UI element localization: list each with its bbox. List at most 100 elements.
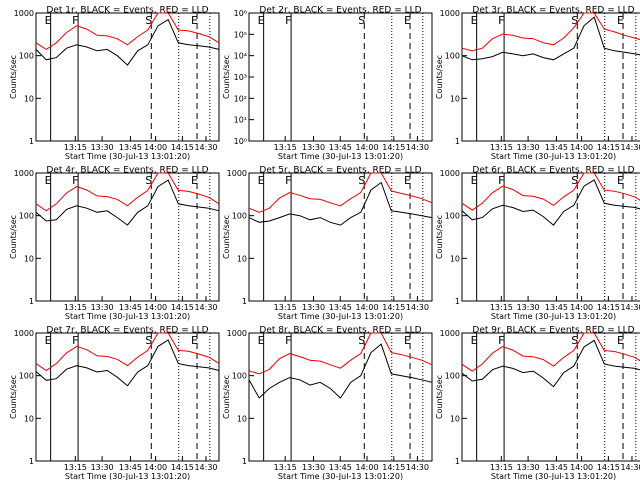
x-tick-label: 13:30 (517, 463, 540, 472)
y-tick-label: 10 (24, 414, 34, 423)
x-axis-label: Start Time (30-Jul-13 13:01:20) (491, 312, 616, 321)
y-tick-label: 100 (445, 52, 460, 61)
y-tick-label: 10⁰ (234, 137, 247, 146)
plot-frame (248, 12, 433, 142)
marker-letter: E (617, 14, 624, 27)
marker-letter: S (145, 334, 152, 347)
x-tick-label: 13:30 (302, 303, 325, 312)
marker-letter: S (358, 14, 365, 27)
x-tick-label: 14:30 (620, 303, 640, 312)
y-tick-label: 1 (455, 297, 460, 306)
marker-letter: E (617, 334, 624, 347)
panel-title: Det 5r, BLACK = Events, RED = LLD (259, 166, 421, 176)
y-tick-label: 100 (445, 372, 460, 381)
x-tick-label: 14:00 (144, 143, 167, 152)
plot-frame (461, 172, 640, 302)
panel-det-7: Det 7r, BLACK = Events, RED = LLD 1 10 100 1… (9, 326, 220, 480)
x-tick-label: 14:15 (171, 143, 194, 152)
marker-letter: S (358, 174, 365, 187)
y-tick-label: 1 (29, 137, 34, 146)
plot-frame (35, 12, 220, 142)
panel-title: Det 7r, BLACK = Events, RED = LLD (46, 326, 208, 336)
marker-letter: F (498, 14, 504, 27)
x-tick-label: 13:15 (64, 463, 87, 472)
x-tick-label: 13:30 (91, 143, 114, 152)
y-tick-label: 10¹ (234, 116, 247, 125)
y-tick-label: 100 (19, 52, 34, 61)
x-tick-label: 13:15 (274, 463, 297, 472)
x-tick-label: 14:30 (194, 303, 217, 312)
marker-letter: F (285, 14, 291, 27)
y-tick-label: 10⁴ (234, 52, 247, 61)
marker-letter: F (72, 14, 78, 27)
marker-letter: E (45, 14, 52, 27)
series-events-line (35, 18, 220, 66)
series-lld-line (35, 172, 220, 212)
marker-letter: S (145, 14, 152, 27)
y-tick-label: 1 (242, 457, 247, 466)
panel-title: Det 9r, BLACK = Events, RED = LLD (472, 326, 634, 336)
y-tick-label: 100 (19, 212, 34, 221)
series-events-line (35, 179, 220, 226)
y-axis-label: Counts/sec (222, 215, 231, 259)
x-tick-label: 13:30 (91, 463, 114, 472)
x-tick-label: 13:15 (490, 303, 513, 312)
x-tick-label: 13:45 (545, 143, 568, 152)
x-axis-label: Start Time (30-Jul-13 13:01:20) (491, 472, 616, 480)
x-tick-label: 14:30 (620, 143, 640, 152)
x-tick-label: 14:00 (356, 303, 379, 312)
x-axis-label: Start Time (30-Jul-13 13:01:20) (278, 152, 403, 161)
x-tick-label: 14:00 (570, 143, 593, 152)
marker-letter: E (45, 174, 52, 187)
marker-letter: E (258, 174, 265, 187)
y-axis-label: Counts/sec (435, 215, 444, 259)
y-tick-label: 100 (19, 372, 34, 381)
x-axis-label: Start Time (30-Jul-13 13:01:20) (278, 312, 403, 321)
y-axis-label: Counts/sec (435, 55, 444, 99)
plot-frame (35, 172, 220, 302)
x-tick-label: 14:30 (406, 303, 429, 312)
series-events-line (248, 343, 433, 399)
y-tick-label: 10² (234, 94, 247, 103)
marker-letter: E (471, 334, 478, 347)
marker-letter: F (498, 334, 504, 347)
panel-det-2: Det 2r, BLACK = Events, RED = LLD 10⁰ 10¹ 1… (222, 6, 433, 161)
marker-letter: S (145, 174, 152, 187)
panel-title: Det 1r, BLACK = Events, RED = LLD (46, 6, 208, 16)
marker-letter: S (571, 174, 578, 187)
y-tick-label: 10 (237, 414, 247, 423)
panel-det-9: Det 9r, BLACK = Events, RED = LLD 1 10 100 1… (435, 326, 640, 480)
panel-title: Det 2r, BLACK = Events, RED = LLD (259, 6, 421, 16)
panel-title: Det 8r, BLACK = Events, RED = LLD (259, 326, 421, 336)
marker-letter: E (191, 14, 198, 27)
series-events-line (461, 179, 640, 226)
panel-title: Det 4r, BLACK = Events, RED = LLD (46, 166, 208, 176)
x-tick-label: 14:30 (406, 143, 429, 152)
y-tick-label: 1 (242, 297, 247, 306)
y-tick-label: 1 (29, 457, 34, 466)
panel-det-6: Det 6r, BLACK = Events, RED = LLD 1 10 100 1… (435, 166, 640, 321)
series-events-line (461, 16, 640, 61)
marker-letter: F (72, 174, 78, 187)
series-lld-line (461, 172, 640, 211)
x-tick-label: 14:00 (570, 303, 593, 312)
y-tick-label: 1 (455, 137, 460, 146)
panel-det-1: Det 1r, BLACK = Events, RED = LLD 1 10 100 1… (9, 6, 220, 161)
x-tick-label: 13:45 (329, 303, 352, 312)
marker-letter: F (72, 334, 78, 347)
series-events-line (248, 181, 433, 226)
marker-letter: E (258, 14, 265, 27)
y-tick-label: 10 (450, 94, 460, 103)
x-tick-label: 13:30 (517, 303, 540, 312)
y-tick-label: 1000 (440, 9, 460, 18)
x-tick-label: 14:00 (356, 143, 379, 152)
plot-frame (35, 332, 220, 462)
x-tick-label: 14:30 (620, 463, 640, 472)
marker-letter: E (404, 174, 411, 187)
marker-letter: E (191, 334, 198, 347)
y-axis-label: Counts/sec (9, 215, 18, 259)
y-tick-label: 10³ (234, 73, 247, 82)
x-tick-label: 13:45 (329, 143, 352, 152)
x-tick-label: 14:15 (382, 143, 405, 152)
